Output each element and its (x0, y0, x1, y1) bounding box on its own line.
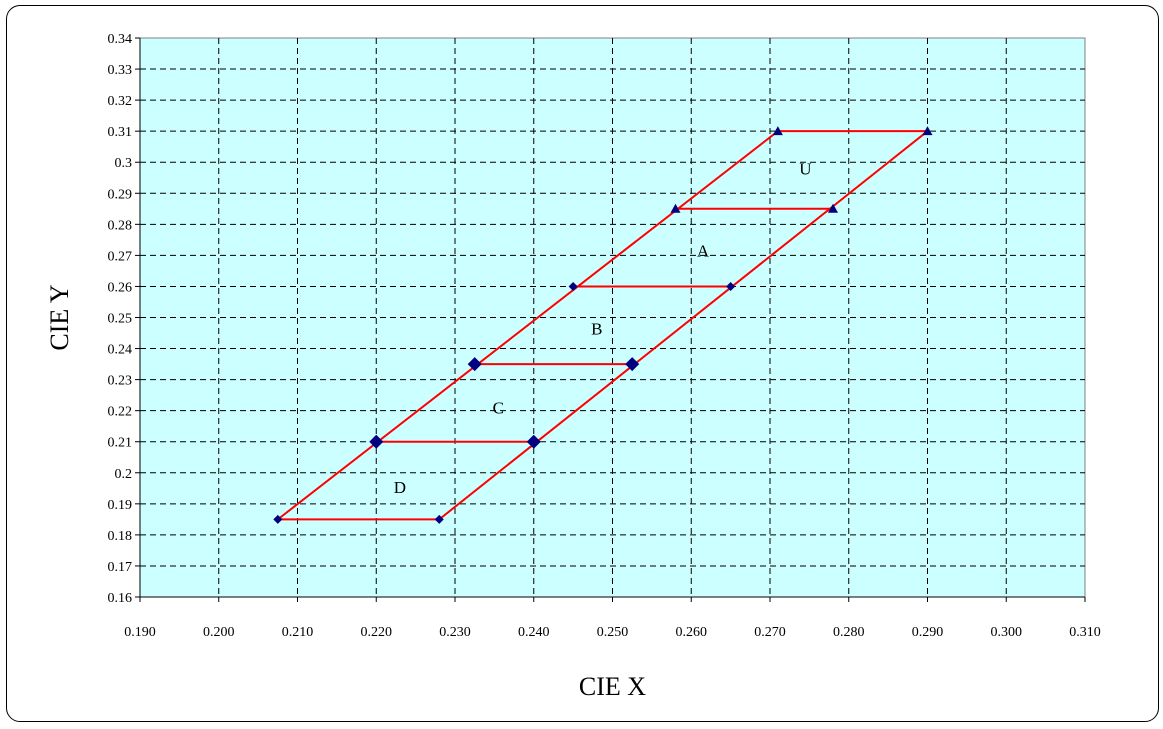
edge-line (277, 130, 779, 521)
x-tick-label: 0.230 (439, 625, 471, 640)
x-axis-title: CIE X (579, 672, 646, 701)
y-tick-label: 0.22 (108, 405, 133, 420)
y-tick-label: 0.16 (108, 591, 133, 606)
y-tick-label: 0.17 (108, 560, 133, 575)
y-tick-label: 0.25 (108, 312, 133, 327)
region-label-c: C (493, 399, 504, 418)
y-tick-label: 0.29 (108, 187, 133, 202)
data-point-triangle (828, 203, 838, 213)
markers (273, 126, 933, 524)
data-point-diamond (526, 434, 541, 449)
y-tick-labels: 0.16 0.17 0.18 0.19 0.2 0.21 0.22 0.23 0.24 0.25 0… (108, 32, 133, 606)
x-tick-label: 0.300 (991, 625, 1023, 640)
region-label-a: A (697, 242, 710, 261)
y-tick-label: 0.24 (108, 343, 133, 358)
x-tick-labels: 0.190 0.200 0.210 0.220 0.230 0.240 0.250 0.260… (124, 625, 1101, 640)
region-label-u: U (799, 159, 811, 178)
y-tick-label: 0.31 (108, 125, 133, 140)
data-point-diamond (726, 281, 736, 291)
data-point-diamond (434, 514, 444, 524)
x-tick-label: 0.220 (361, 625, 393, 640)
x-tick-label: 0.260 (676, 625, 708, 640)
data-point-diamond (625, 357, 640, 372)
region-labels: U A B C D (394, 159, 812, 496)
region-label-b: B (591, 319, 602, 338)
x-tick-label: 0.310 (1069, 625, 1101, 640)
y-tick-label: 0.3 (115, 156, 133, 171)
data-point-triangle (922, 126, 933, 136)
data-point-triangle (670, 203, 681, 213)
y-tick-label: 0.33 (108, 63, 133, 78)
x-tick-label: 0.190 (124, 625, 156, 640)
y-tick-label: 0.27 (108, 249, 133, 264)
y-tick-label: 0.32 (108, 94, 133, 109)
x-tick-label: 0.250 (597, 625, 629, 640)
y-tick-label: 0.26 (108, 280, 133, 295)
y-tick-label: 0.23 (108, 374, 133, 389)
grid (135, 37, 1086, 602)
edge-line (438, 130, 929, 521)
y-tick-label: 0.28 (108, 218, 133, 233)
x-tick-label: 0.290 (912, 625, 944, 640)
x-tick-label: 0.210 (282, 625, 314, 640)
y-axis-title: CIE Y (45, 284, 74, 350)
bin-boundaries (277, 130, 928, 521)
region-label-d: D (394, 478, 406, 497)
y-tick-label: 0.19 (108, 498, 133, 513)
data-point-diamond (568, 281, 578, 291)
x-tick-label: 0.270 (754, 625, 786, 640)
data-point-triangle (772, 126, 783, 136)
x-tick-label: 0.280 (833, 625, 865, 640)
data-point-diamond (369, 434, 384, 449)
data-point-diamond (467, 357, 482, 372)
y-tick-label: 0.34 (108, 32, 133, 47)
y-tick-label: 0.21 (108, 436, 133, 451)
y-tick-label: 0.2 (115, 467, 133, 482)
edges (277, 130, 929, 521)
x-tick-label: 0.200 (203, 625, 235, 640)
data-point-diamond (273, 514, 283, 524)
x-tick-label: 0.240 (518, 625, 550, 640)
y-tick-label: 0.18 (108, 529, 133, 544)
